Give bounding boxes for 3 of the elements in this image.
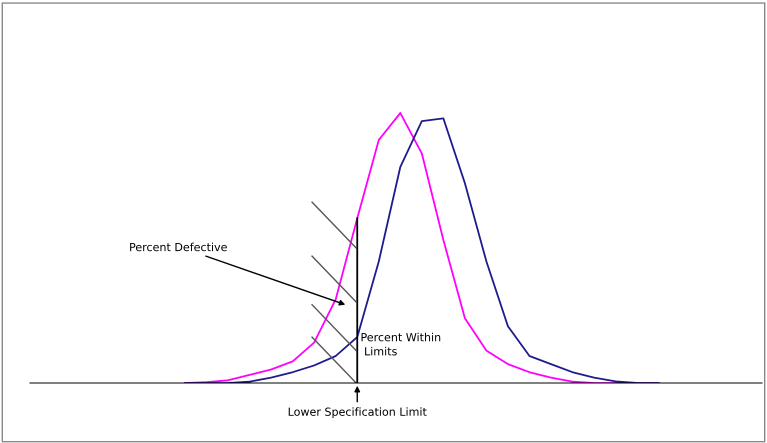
annotation: Percent Defective (130, 242, 227, 252)
annotation: Percent Within Limits (362, 332, 440, 356)
text: Lower Specification Limit (288, 407, 427, 418)
